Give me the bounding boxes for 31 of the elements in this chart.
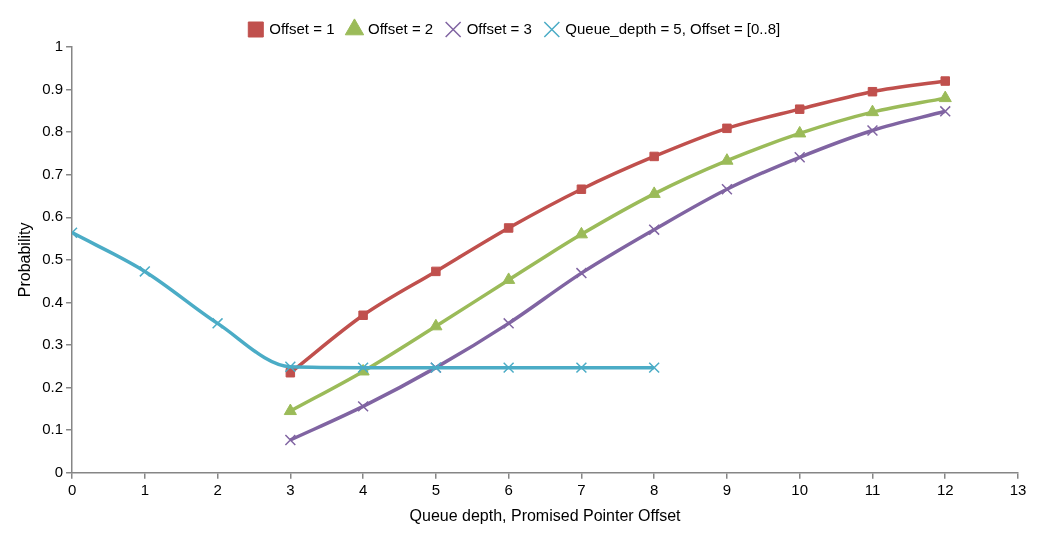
x-tick-label: 8 — [650, 480, 659, 498]
x-tick-label: 11 — [864, 480, 881, 498]
x-tick-label: 7 — [577, 480, 586, 498]
y-tick-label: 0.2 — [42, 377, 64, 395]
x-axis-title: Queue depth, Promised Pointer Offset — [409, 506, 682, 524]
y-axis-title: Probability — [16, 222, 34, 298]
x-tick-label: 0 — [67, 480, 77, 498]
y-tick-label: 1 — [54, 37, 64, 55]
y-tick-label: 0.4 — [42, 292, 64, 310]
y-tick-label: 0.5 — [42, 250, 64, 268]
x-tick-label: 1 — [140, 480, 149, 498]
x-tick-label: 4 — [358, 480, 368, 498]
x-tick-label: 2 — [213, 480, 222, 498]
legend-label: Offset = 2 — [367, 19, 434, 37]
x-tick-label: 10 — [791, 480, 809, 498]
x-tick-label: 13 — [1009, 480, 1027, 498]
y-tick-label: 0.8 — [42, 122, 64, 140]
y-tick-label: 0.7 — [42, 164, 64, 182]
x-tick-label: 9 — [722, 480, 732, 498]
legend-label: Queue_depth = 5, Offset = [0..8] — [565, 19, 781, 37]
y-tick-label: 0 — [54, 462, 64, 480]
x-tick-label: 6 — [504, 480, 513, 498]
legend-label: Offset = 3 — [466, 19, 532, 37]
y-tick-label: 0.6 — [42, 207, 64, 225]
legend-label: Offset = 1 — [269, 19, 335, 37]
y-tick-label: 0.1 — [42, 420, 64, 438]
x-tick-label: 3 — [286, 480, 295, 498]
x-tick-label: 5 — [431, 480, 441, 498]
x-tick-label: 12 — [936, 480, 954, 498]
y-tick-label: 0.3 — [42, 335, 64, 353]
y-tick-label: 0.9 — [42, 79, 64, 97]
